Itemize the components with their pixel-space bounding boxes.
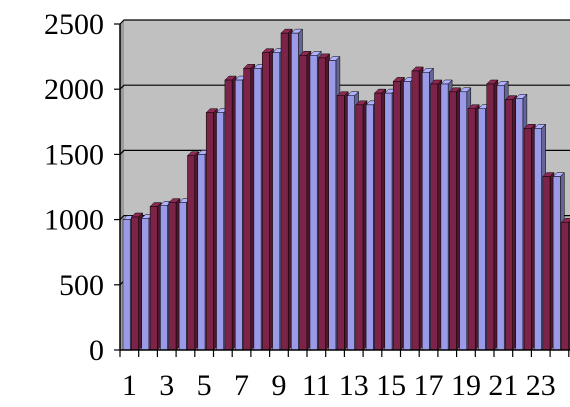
bar-s2-14 (373, 88, 387, 351)
x-tick-label: 13 (339, 369, 369, 402)
bar-s2-2 (149, 201, 162, 351)
bar-s2-22 (523, 123, 536, 351)
y-tick-label: 2000 (44, 73, 104, 106)
bar-s2-7 (242, 63, 256, 351)
bar-s2-23 (542, 171, 555, 351)
bar-s2-12 (336, 91, 349, 351)
gridline-2500 (119, 19, 570, 25)
x-tick-label: 21 (488, 369, 518, 402)
bar-s2-1 (130, 212, 144, 351)
bar-s2-21 (504, 95, 518, 351)
x-tick-label: 7 (234, 369, 249, 402)
bar-s2-18 (448, 87, 462, 351)
y-tick-label: 2500 (44, 8, 104, 41)
bars (122, 28, 570, 351)
y-tick-label: 0 (89, 334, 104, 367)
bar-s2-5 (205, 108, 219, 351)
y-axis-tick-labels: 0 500 1000 1500 2000 2500 (44, 8, 104, 367)
x-tick-label: 3 (159, 369, 174, 402)
y-tick-label: 1000 (44, 204, 104, 237)
bar-s2-17 (429, 79, 443, 351)
bar-s2-24 (560, 217, 570, 351)
x-tick-label: 23 (526, 369, 556, 402)
x-tick-label: 11 (302, 369, 331, 402)
bar-s2-3 (168, 198, 181, 351)
bar-s2-20 (486, 79, 499, 351)
x-tick-label: 5 (197, 369, 212, 402)
bar-s2-16 (411, 66, 424, 351)
x-tick-label: 9 (271, 369, 286, 402)
x-tick-label: 1 (122, 369, 137, 402)
x-tick-label: 15 (376, 369, 406, 402)
bar-s2-8 (261, 48, 275, 351)
bar-s2-11 (317, 53, 331, 351)
bar-s2-13 (355, 100, 368, 351)
bar-s2-19 (467, 104, 480, 351)
bar-s2-10 (299, 50, 312, 351)
bar-s2-9 (280, 28, 293, 351)
x-tick-label: 19 (451, 369, 481, 402)
bar-s2-6 (224, 75, 237, 351)
y-tick-label: 500 (59, 269, 104, 302)
y-tick-label: 1500 (44, 138, 104, 171)
x-axis-tick-labels: 1 3 5 7 9 11 13 15 17 19 21 23 (122, 369, 556, 402)
bar-s2-15 (392, 76, 406, 351)
x-tick-label: 17 (414, 369, 444, 402)
bar-s2-4 (186, 151, 200, 351)
axes (114, 23, 570, 357)
